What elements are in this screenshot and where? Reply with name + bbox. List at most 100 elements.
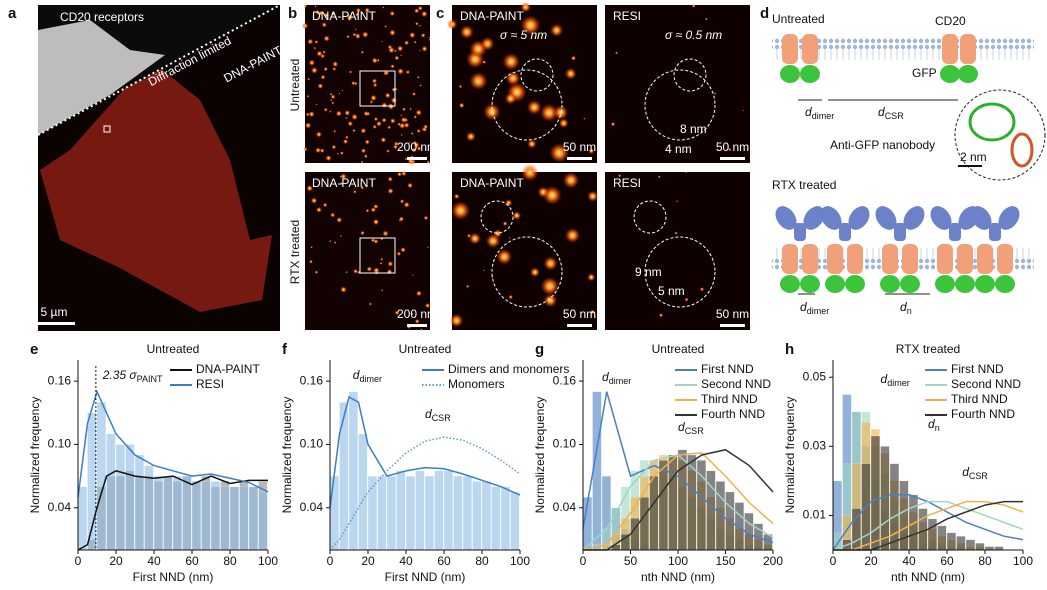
protein-label: GFP (912, 66, 937, 80)
cd20 (977, 244, 993, 274)
zoom-large (491, 236, 563, 308)
spot (483, 103, 501, 121)
antibody-arm (875, 206, 897, 230)
x-tick-label: 0 (75, 554, 82, 568)
spot (428, 38, 431, 41)
histogram-bar (77, 486, 88, 551)
annotation-main: d (602, 370, 609, 384)
nanobody-structure (1010, 132, 1034, 168)
spot (345, 271, 348, 274)
histogram-bar (258, 491, 268, 551)
zoom-small (520, 58, 554, 92)
gfp (935, 275, 955, 293)
x-tick-label: 20 (864, 554, 878, 568)
spot (386, 149, 390, 153)
diffraction-cell (38, 20, 165, 135)
spot (315, 103, 318, 106)
y-axis-label: Normalized frequency (533, 397, 547, 514)
spot (414, 8, 420, 14)
scale-label: 50 nm (716, 307, 749, 321)
scale-bar (958, 165, 982, 167)
y-tick-label: 0.04 (48, 500, 72, 514)
spot (527, 139, 537, 149)
annotation-main: d (353, 368, 360, 382)
cd20 (802, 244, 818, 274)
spot (380, 257, 384, 261)
spot (421, 45, 428, 52)
antibody-arm (903, 206, 925, 230)
histogram-bar (994, 546, 1004, 551)
spot (303, 4, 308, 8)
spot (504, 92, 517, 105)
x-axis-label: First NND (nm) (385, 570, 466, 584)
spot (420, 328, 423, 331)
spot (351, 80, 356, 86)
histogram-bar (453, 475, 463, 551)
histogram-bar (367, 475, 378, 551)
cd20 (960, 34, 976, 64)
gfp (975, 275, 995, 293)
distance-label-main: d (805, 105, 812, 119)
spot (365, 208, 370, 213)
spot (527, 100, 542, 115)
cd20 (827, 244, 843, 274)
spot (331, 144, 337, 150)
x-tick-label: 100 (1013, 554, 1033, 568)
spot (460, 25, 474, 39)
spot (508, 294, 513, 300)
x-tick-label: 20 (109, 554, 123, 568)
antibody-arm (820, 206, 842, 230)
y-tick-label: 0.04 (300, 500, 324, 514)
spot (353, 190, 357, 194)
scale-bar (407, 157, 427, 160)
spot (323, 35, 330, 42)
spot (512, 211, 522, 220)
spot (384, 92, 391, 99)
spot (335, 110, 342, 117)
histogram-bar (500, 486, 511, 551)
cd20 (847, 244, 863, 274)
spot (400, 134, 403, 137)
spot (382, 6, 385, 9)
fit-curve (582, 391, 774, 544)
scale-label: 5 µm (41, 305, 68, 319)
histogram-bar (96, 402, 107, 551)
spot (565, 67, 577, 80)
histogram-bar (639, 497, 650, 551)
spot (397, 68, 404, 75)
x-tick-label: 40 (147, 554, 161, 568)
spot (379, 262, 383, 265)
x-tick-label: 80 (475, 554, 489, 568)
scale-label: 50 nm (716, 140, 749, 154)
image (305, 172, 430, 330)
spot (404, 118, 408, 123)
spot (322, 202, 328, 208)
legend-label: Third NND (701, 392, 758, 406)
spot (339, 175, 342, 178)
panel-label: g (535, 341, 544, 358)
x-tick-label: 0 (327, 554, 334, 568)
spot (355, 33, 361, 39)
spot (345, 135, 349, 140)
spot (309, 259, 313, 264)
zoom-large (644, 236, 716, 308)
spot (373, 82, 378, 88)
spot (416, 75, 420, 79)
spot (315, 147, 321, 154)
spot (615, 51, 618, 55)
cd20 (782, 244, 798, 274)
zoom-circle (954, 89, 1046, 181)
spot (458, 102, 465, 109)
annotation: ddimer (353, 368, 382, 384)
histogram-bar (462, 475, 473, 551)
spot (339, 151, 344, 155)
spot (419, 84, 422, 87)
legend-label: Third NND (951, 392, 1008, 406)
spot (308, 111, 315, 118)
histogram-bar (592, 391, 602, 551)
image-title: DNA-PAINT (312, 176, 376, 190)
x-tick-label: 100 (668, 554, 688, 568)
scale-bar (720, 157, 745, 160)
spot (411, 147, 417, 153)
spot (370, 238, 376, 243)
